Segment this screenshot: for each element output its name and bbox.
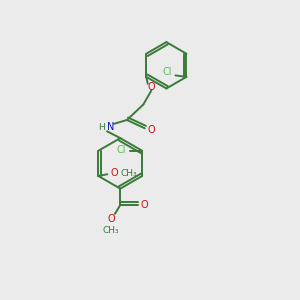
- Text: CH₃: CH₃: [103, 226, 119, 235]
- Text: H: H: [99, 123, 105, 132]
- Text: O: O: [148, 82, 155, 92]
- Text: N: N: [107, 122, 114, 132]
- Text: Cl: Cl: [162, 68, 172, 77]
- Text: O: O: [148, 125, 155, 135]
- Text: O: O: [141, 200, 148, 210]
- Text: CH₃: CH₃: [121, 169, 137, 178]
- Text: O: O: [111, 168, 118, 178]
- Text: O: O: [107, 214, 115, 224]
- Text: Cl: Cl: [116, 145, 125, 154]
